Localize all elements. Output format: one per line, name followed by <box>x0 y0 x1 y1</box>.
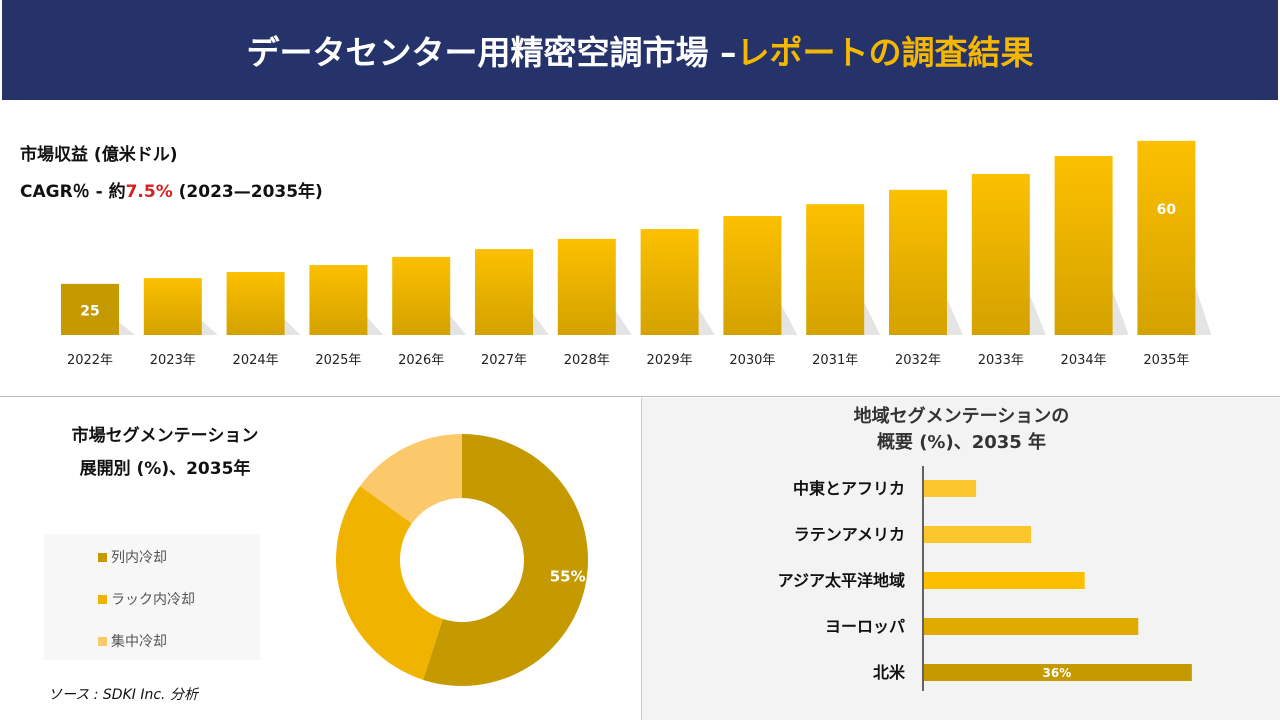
x-tick-label: 2024年 <box>233 353 279 368</box>
bar-2030年 <box>723 216 782 335</box>
source-note: ソース : SDKI Inc. 分析 <box>48 687 198 703</box>
x-tick-label: 2033年 <box>978 353 1024 368</box>
bar-ラテンアメリカ <box>924 526 1032 543</box>
legend-item: 列内冷却 <box>98 547 167 567</box>
legend-swatch <box>98 552 107 562</box>
segment-panel: 市場セグメンテーション 展開別 (%)、2035年 55% ソース : SDKI … <box>0 398 640 720</box>
legend-label: 集中冷却 <box>111 634 167 650</box>
donut-slice-列内冷却 <box>423 434 588 686</box>
bar-中東とアフリカ <box>924 480 977 497</box>
x-tick-label: 2022年 <box>67 353 113 368</box>
regional-title-line2: 概要 (%)、2035 年 <box>876 432 1047 453</box>
cagr-prefix: CAGR％ - 約 <box>20 182 126 202</box>
x-tick-label: 2035年 <box>1143 353 1189 368</box>
x-tick-label: 2028年 <box>564 353 610 368</box>
category-label: アジア太平洋地域 <box>778 571 905 590</box>
bar-2025年 <box>309 265 368 335</box>
bar-2022年 <box>61 283 119 335</box>
revenue-bar-chart: 25 2022年 2023年 2024年 2025年 2026年 2027年 2028年 202… <box>61 140 1212 368</box>
legend-label: ラック内冷却 <box>111 592 195 608</box>
category-label: ヨーロッパ <box>825 617 905 636</box>
segment-title-line2: 展開別 (%)、2035年 <box>79 459 251 479</box>
bar-2023年 <box>143 278 202 335</box>
bar-2029年 <box>640 229 699 335</box>
bar-2033年 <box>971 173 1030 335</box>
x-tick-label: 2026年 <box>398 353 444 368</box>
bar-data-label: 60 <box>1157 202 1177 218</box>
title-accent: レポートの調査結果 <box>736 33 1034 72</box>
x-tick-label: 2032年 <box>895 353 941 368</box>
bar-2024年 <box>226 272 285 335</box>
x-tick-label: 2027年 <box>481 353 527 368</box>
bar-2028年 <box>557 238 616 335</box>
x-tick-label: 2030年 <box>729 353 775 368</box>
bar-data-label: 25 <box>80 303 99 319</box>
header-banner: データセンター用精密空調市場 – レポートの調査結果 <box>2 0 1278 100</box>
bar-2026年 <box>392 256 451 335</box>
bar-data-label: 36% <box>1043 666 1072 680</box>
bar-2031年 <box>806 204 865 335</box>
regional-title: 地域セグメンテーションの 概要 (%)、2035 年 <box>642 404 1280 456</box>
cagr-suffix: (2023—2035年) <box>172 182 323 202</box>
title-main: データセンター用精密空調市場 – <box>246 33 737 72</box>
legend-swatch <box>98 594 107 604</box>
donut-slice-ラック内冷却 <box>336 485 443 680</box>
bar-2035年 <box>1137 140 1196 335</box>
x-tick-label: 2029年 <box>647 353 693 368</box>
category-label: 北米 <box>873 663 906 682</box>
bar-ヨーロッパ <box>924 618 1139 635</box>
revenue-title: 市場収益 (億米ドル) <box>20 145 178 165</box>
cagr-value: 7.5% <box>125 182 173 202</box>
bar-2032年 <box>889 189 947 335</box>
bar-2027年 <box>475 249 533 335</box>
donut-data-label: 55% <box>550 568 586 586</box>
donut-slice-集中冷却 <box>360 434 462 524</box>
deployment-donut-chart: 55% <box>336 434 588 686</box>
category-label: ラテンアメリカ <box>794 525 905 544</box>
bar-アジア太平洋地域 <box>924 572 1085 589</box>
donut-legend <box>44 534 260 660</box>
revenue-panel: 市場収益 (億米ドル) CAGR％ - 約7.5% (2023—2035年) 2… <box>0 100 1280 397</box>
legend-swatch <box>98 636 107 646</box>
cagr-text: CAGR％ - 約7.5% (2023—2035年) <box>20 177 323 202</box>
regional-panel: 地域セグメンテーションの 概要 (%)、2035 年 中東とアフリカ ラテンアメリカ… <box>641 398 1280 720</box>
legend-item: 集中冷却 <box>98 631 167 651</box>
bar-北米 <box>924 664 1192 681</box>
segment-title-line1: 市場セグメンテーション <box>71 426 259 446</box>
legend-label: 列内冷却 <box>111 550 167 566</box>
x-tick-label: 2023年 <box>150 353 196 368</box>
regional-title-line1: 地域セグメンテーションの <box>853 406 1070 427</box>
segment-title: 市場セグメンテーション 展開別 (%)、2035年 <box>40 420 290 486</box>
bar-2034年 <box>1054 155 1113 335</box>
x-tick-label: 2025年 <box>315 353 361 368</box>
category-label: 中東とアフリカ <box>793 479 905 498</box>
legend-item: ラック内冷却 <box>98 589 195 609</box>
x-tick-label: 2031年 <box>812 353 858 368</box>
x-tick-label: 2034年 <box>1061 353 1107 368</box>
